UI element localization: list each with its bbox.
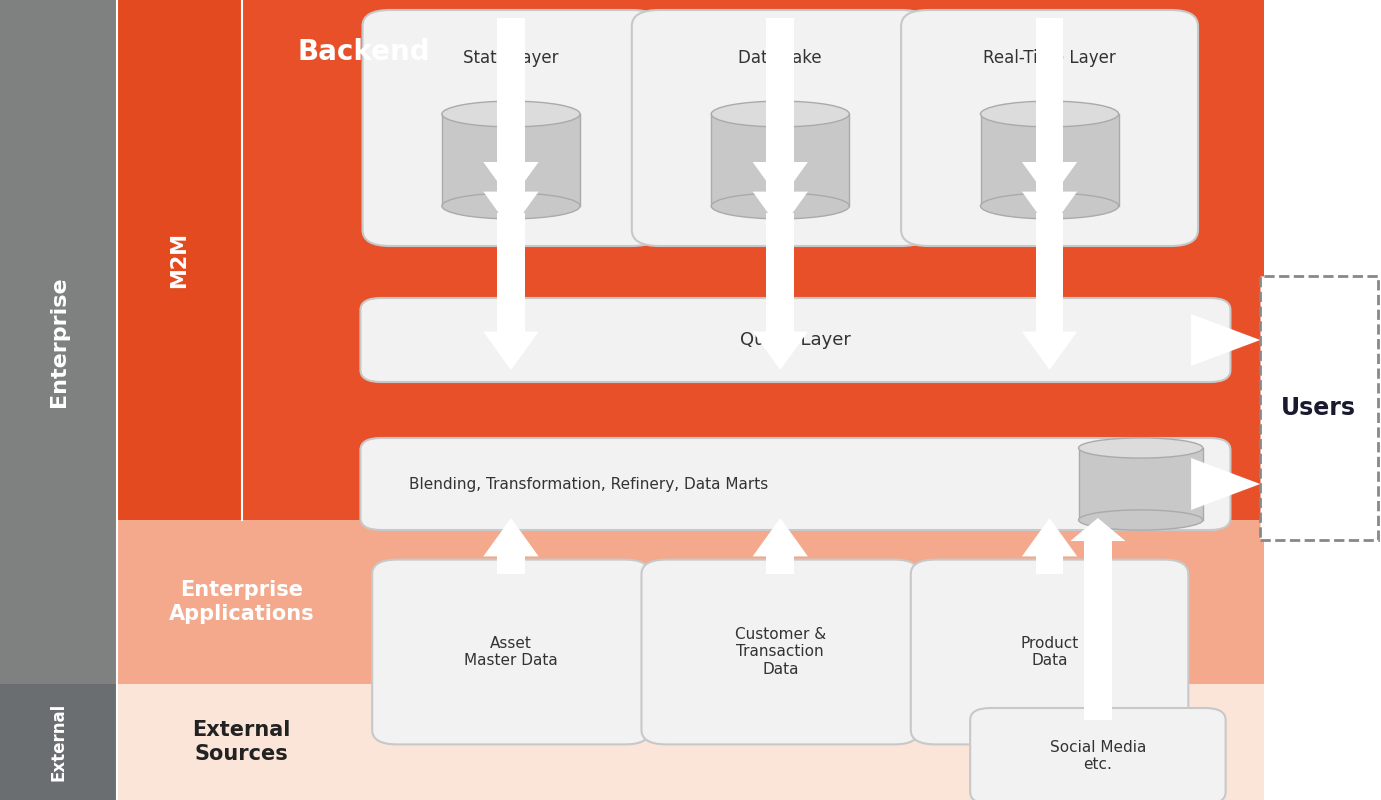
FancyBboxPatch shape <box>641 560 918 744</box>
Text: Real-Time Layer: Real-Time Layer <box>983 49 1116 67</box>
Ellipse shape <box>981 101 1119 127</box>
Bar <box>766 74 794 192</box>
Text: Blending, Transformation, Refinery, Data Marts: Blending, Transformation, Refinery, Data… <box>409 477 768 491</box>
Bar <box>0 684 117 800</box>
Text: External
Sources: External Sources <box>192 720 291 763</box>
Text: Social Media
etc.: Social Media etc. <box>1050 740 1146 772</box>
Bar <box>0 0 117 684</box>
Polygon shape <box>753 331 808 370</box>
Bar <box>117 684 1264 800</box>
Bar <box>497 74 525 192</box>
FancyBboxPatch shape <box>1259 276 1377 540</box>
Polygon shape <box>483 192 539 230</box>
Ellipse shape <box>442 193 580 219</box>
Bar <box>711 114 849 206</box>
Text: Query Layer: Query Layer <box>740 331 851 349</box>
Polygon shape <box>1190 458 1259 510</box>
Polygon shape <box>1022 518 1077 557</box>
Text: Customer &
Transaction
Data: Customer & Transaction Data <box>735 627 826 677</box>
Polygon shape <box>1070 518 1126 541</box>
Ellipse shape <box>1079 438 1203 458</box>
Ellipse shape <box>711 193 849 219</box>
FancyBboxPatch shape <box>360 298 1230 382</box>
Text: State Layer: State Layer <box>463 49 559 67</box>
Text: Enterprise
Applications: Enterprise Applications <box>168 581 315 624</box>
Ellipse shape <box>442 101 580 127</box>
Text: External: External <box>50 703 68 781</box>
Ellipse shape <box>981 193 1119 219</box>
Bar <box>497 18 525 162</box>
Polygon shape <box>753 162 808 201</box>
Text: Backend: Backend <box>298 38 431 66</box>
Bar <box>1036 74 1063 192</box>
Polygon shape <box>1022 162 1077 201</box>
Polygon shape <box>483 518 539 557</box>
Bar <box>1036 213 1063 331</box>
Bar <box>766 557 794 574</box>
Bar <box>117 0 242 520</box>
Polygon shape <box>753 192 808 230</box>
Bar <box>981 114 1119 206</box>
FancyBboxPatch shape <box>900 10 1197 246</box>
Polygon shape <box>1190 314 1259 366</box>
Ellipse shape <box>711 101 849 127</box>
FancyBboxPatch shape <box>911 560 1188 744</box>
Bar <box>1036 18 1063 162</box>
Bar <box>1084 541 1112 720</box>
Polygon shape <box>483 162 539 201</box>
Bar <box>766 213 794 331</box>
Bar <box>497 213 525 331</box>
Text: Users: Users <box>1282 396 1356 420</box>
Bar <box>1036 557 1063 574</box>
FancyBboxPatch shape <box>371 560 649 744</box>
Text: Enterprise: Enterprise <box>48 277 69 407</box>
Bar <box>117 520 1264 684</box>
Text: Product
Data: Product Data <box>1021 636 1079 668</box>
FancyBboxPatch shape <box>360 438 1230 530</box>
Text: M2M: M2M <box>170 232 189 288</box>
Polygon shape <box>1022 331 1077 370</box>
FancyBboxPatch shape <box>362 10 659 246</box>
FancyBboxPatch shape <box>631 10 928 246</box>
Bar <box>497 557 525 574</box>
Text: Asset
Master Data: Asset Master Data <box>464 636 558 668</box>
FancyBboxPatch shape <box>969 708 1226 800</box>
Ellipse shape <box>1079 510 1203 530</box>
Bar <box>766 18 794 162</box>
Polygon shape <box>1022 192 1077 230</box>
Bar <box>1079 448 1203 520</box>
Polygon shape <box>753 518 808 557</box>
Text: Data Lake: Data Lake <box>739 49 822 67</box>
Bar <box>442 114 580 206</box>
Polygon shape <box>483 331 539 370</box>
Bar <box>117 0 1264 520</box>
